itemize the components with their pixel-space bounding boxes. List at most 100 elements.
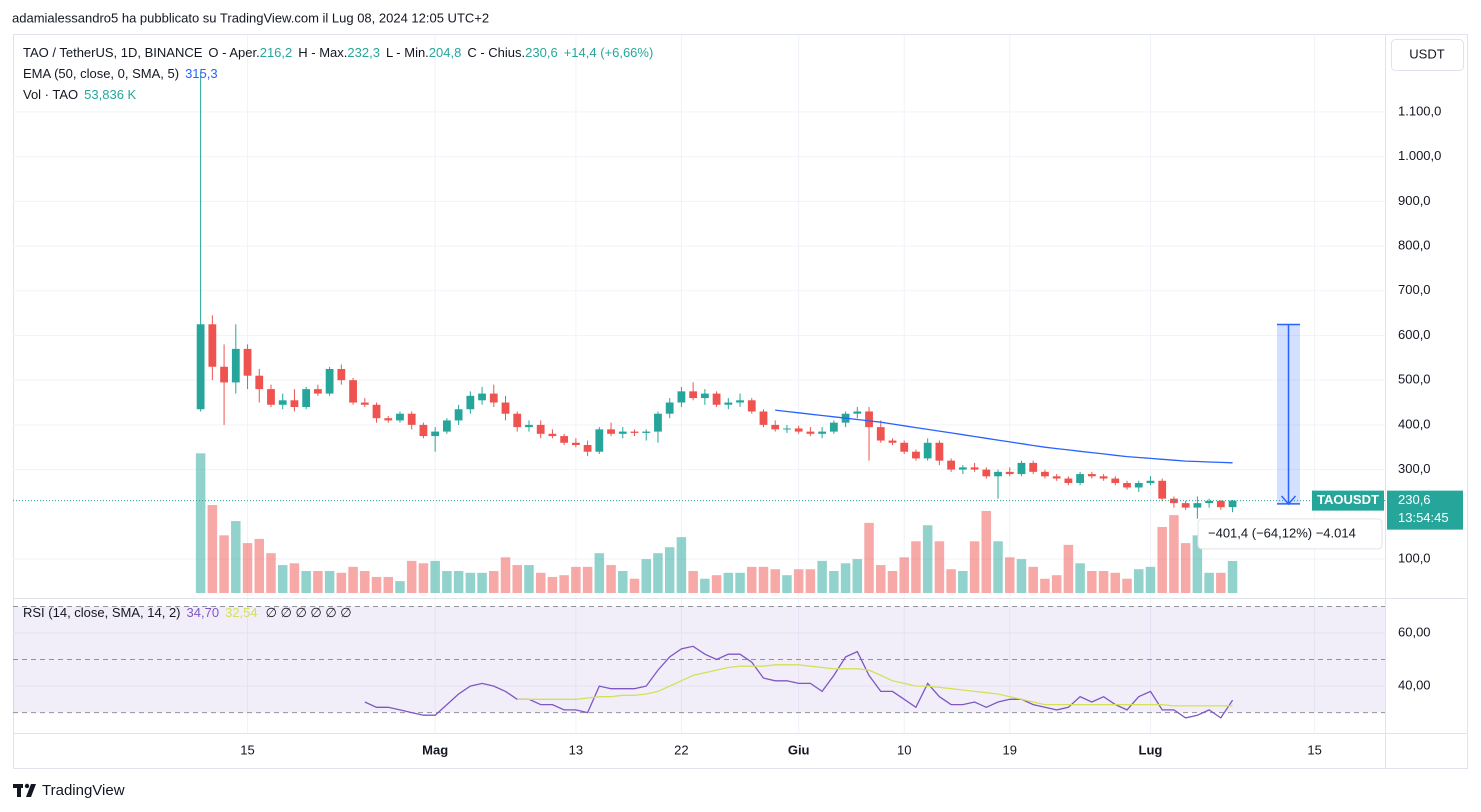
candle-body xyxy=(267,389,275,405)
volume-bar xyxy=(664,547,675,593)
ema-name: EMA (50, close, 0, SMA, 5) xyxy=(23,66,179,81)
rsi-extra: ∅ ∅ ∅ ∅ ∅ ∅ xyxy=(266,605,352,620)
rsi-title: RSI (14, close, SMA, 14, 2) xyxy=(23,605,181,620)
candle-body xyxy=(1123,483,1131,488)
volume-bar xyxy=(747,566,757,593)
candle-body xyxy=(806,431,815,434)
candle-body xyxy=(1158,480,1167,499)
legend-volume: Vol · TAO 53,836 K xyxy=(23,87,137,102)
candle-body xyxy=(1017,462,1026,475)
candle-body xyxy=(970,467,979,470)
candle-body xyxy=(876,427,885,441)
candle-body xyxy=(278,400,287,405)
currency[interactable]: USDT xyxy=(1409,46,1444,61)
volume-bar xyxy=(430,560,440,593)
volume-bar xyxy=(958,571,968,593)
candle-body xyxy=(454,409,463,421)
grid xyxy=(13,35,1385,733)
volume-bar xyxy=(1157,527,1167,593)
x-tick-label: 22 xyxy=(674,742,688,757)
volume-bar xyxy=(266,553,276,593)
volume-bar xyxy=(1040,578,1050,593)
volume-bar xyxy=(418,563,429,593)
candle-body xyxy=(935,442,944,461)
measure-label: −401,4 (−64,12%) −4.014 xyxy=(1208,525,1356,540)
candle-body xyxy=(1134,483,1143,488)
candle-body xyxy=(607,429,615,434)
volume-bar xyxy=(500,557,511,593)
symbol-tag: TAOUSDT xyxy=(1317,492,1379,507)
rsi-sma-value: 32,54 xyxy=(225,605,258,620)
plot xyxy=(13,71,1385,719)
volume-bar xyxy=(1169,515,1179,593)
candle-body xyxy=(419,424,428,437)
candle-body xyxy=(1029,462,1038,472)
price-tag-box xyxy=(1387,490,1463,530)
volume-bar xyxy=(231,521,241,593)
volume-bar xyxy=(852,559,863,593)
candle-body xyxy=(560,436,569,443)
volume-bar xyxy=(524,565,534,593)
candle-body xyxy=(829,422,838,432)
volume-bar xyxy=(829,571,839,593)
rsi-tick-label: 60,00 xyxy=(1398,624,1431,639)
candle-body xyxy=(337,368,346,381)
volume-bar xyxy=(406,560,417,593)
candle-body xyxy=(1228,500,1237,508)
volume-bar xyxy=(453,571,464,593)
volume-bar xyxy=(313,571,323,593)
x-tick-label: 10 xyxy=(897,742,911,757)
volume-bar xyxy=(641,559,651,593)
candle-body xyxy=(677,391,686,403)
candle-body xyxy=(1170,498,1178,504)
candle-body xyxy=(325,368,334,394)
volume-bar xyxy=(559,575,569,593)
volume-bar xyxy=(993,541,1003,593)
volume-bar xyxy=(477,572,487,593)
candle-body xyxy=(1205,500,1214,504)
ohlc-key: H - Max. xyxy=(298,45,347,60)
candle-body xyxy=(220,366,228,383)
symbol: TAO / TetherUS, 1D, BINANCE xyxy=(23,45,203,60)
candle-body xyxy=(384,418,393,421)
y-tick-label: 500,0 xyxy=(1398,372,1431,387)
volume-bar xyxy=(1063,544,1074,593)
candle-body xyxy=(771,424,780,430)
candle-body xyxy=(536,424,545,434)
candle-body xyxy=(982,469,991,477)
price-tag: 230,6 xyxy=(1398,492,1431,507)
candle-body xyxy=(630,431,639,433)
rsi-line xyxy=(517,664,1233,707)
y-tick-label: 600,0 xyxy=(1398,327,1431,342)
candle-body xyxy=(642,431,651,433)
candle-body xyxy=(360,402,369,405)
volume-value: 53,836 K xyxy=(84,87,136,102)
currency-button[interactable] xyxy=(1391,39,1464,71)
candle-body xyxy=(571,442,580,446)
volume-bar xyxy=(254,538,265,593)
volume-bar xyxy=(711,575,722,593)
logo-part xyxy=(24,783,30,789)
x-tick-label: Mag xyxy=(422,742,448,757)
volume-bar xyxy=(1192,535,1203,593)
volume-bar xyxy=(582,566,593,593)
volume-bar xyxy=(547,576,558,593)
volume-bar xyxy=(922,525,933,593)
y-tick-label: 100,0 xyxy=(1398,550,1431,565)
volume-bar xyxy=(805,569,816,593)
x-tick-label: 15 xyxy=(1307,742,1321,757)
chart-frame xyxy=(13,34,1468,769)
volume-bar xyxy=(512,565,522,593)
volume-bar xyxy=(289,563,300,593)
candle-body xyxy=(900,442,909,452)
volume-bar xyxy=(1005,557,1015,593)
ohlc-value: 230,6 xyxy=(525,45,558,60)
candle-body xyxy=(196,324,205,410)
candle-body xyxy=(595,429,604,452)
volume-bar xyxy=(735,572,745,593)
volume-bar xyxy=(1075,563,1085,593)
x-tick-label: 13 xyxy=(569,742,583,757)
candle-body xyxy=(1041,471,1049,477)
